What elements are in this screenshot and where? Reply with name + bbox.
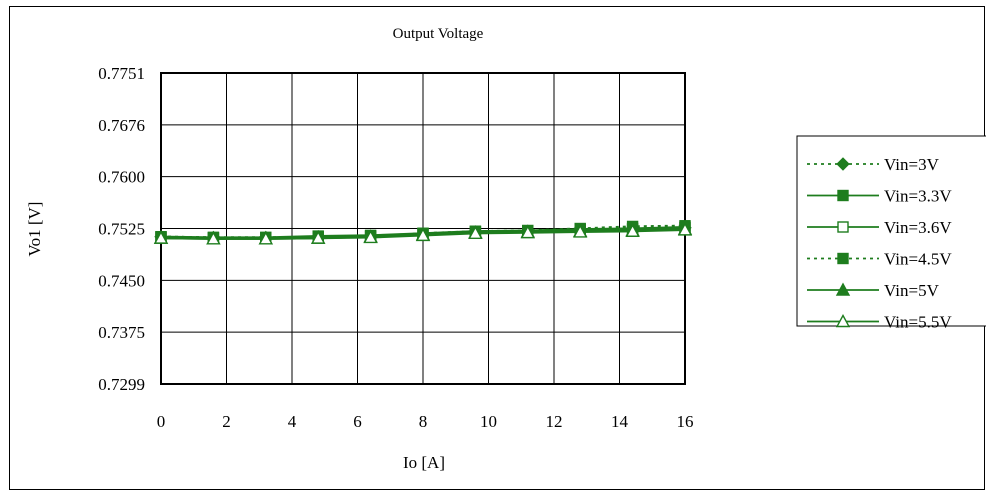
legend-item: Vin=3.6V	[807, 218, 952, 237]
x-tick-label: 16	[677, 412, 694, 431]
y-tick-label: 0.7676	[98, 116, 145, 135]
legend-marker	[837, 252, 849, 265]
legend-label: Vin=5.5V	[884, 313, 952, 332]
legend-label: Vin=5V	[884, 281, 940, 300]
y-tick-label: 0.7450	[98, 271, 145, 290]
y-tick-labels: 0.7751 0.7676 0.7600 0.7525 0.7450 0.7375 0.72…	[98, 64, 145, 394]
grid	[161, 73, 685, 384]
data-point	[677, 222, 693, 236]
data-point	[153, 230, 169, 244]
legend: Vin=3V Vin=3.3V Vin=3.6V Vin=4.5V Vin=5V Vin=…	[796, 135, 986, 332]
series-6	[153, 222, 693, 245]
legend-label: Vin=4.5V	[884, 250, 952, 269]
series-line	[160, 224, 686, 239]
series-lines	[153, 220, 693, 245]
legend-label: Vin=3.6V	[884, 218, 952, 237]
data-point	[258, 231, 273, 245]
x-tick-label: 12	[546, 412, 563, 431]
data-point	[520, 225, 535, 239]
x-tick-label: 0	[157, 412, 166, 431]
x-tick-label: 4	[288, 412, 297, 431]
data-point	[206, 231, 221, 245]
legend-item: Vin=3.3V	[807, 187, 952, 206]
y-tick-label: 0.7600	[98, 168, 145, 187]
output-voltage-chart: Output Voltage 0.77510.76760.76000.75250…	[25, 26, 986, 472]
legend-item: Vin=3V	[807, 155, 940, 174]
y-tick-label: 0.7751	[98, 64, 145, 83]
legend-marker	[836, 157, 850, 171]
data-point	[363, 229, 378, 244]
x-tick-label: 8	[419, 412, 428, 431]
data-point	[415, 227, 431, 242]
chart-frame: Output Voltage 0.7751 0.7676 0.7600 0.7525 0…	[9, 6, 986, 490]
y-tick-label: 0.7375	[98, 323, 145, 342]
y-tick-label: 0.7299	[98, 375, 145, 394]
data-point	[311, 230, 326, 244]
x-tick-label: 14	[611, 412, 629, 431]
legend-marker	[835, 282, 851, 296]
data-point	[468, 225, 483, 240]
y-tick-label: 0.7525	[98, 220, 145, 239]
legend-item: Vin=5V	[807, 281, 940, 300]
legend-box	[796, 135, 986, 327]
data-point	[625, 223, 640, 237]
legend-marker	[835, 314, 851, 328]
x-tick-labels: 0 2 4 6 8 10 12 14 16	[157, 412, 694, 431]
legend-item: Vin=4.5V	[807, 250, 952, 269]
x-axis-label: Io [A]	[403, 453, 445, 472]
legend-item: Vin=5.5V	[807, 313, 952, 332]
legend-label: Vin=3V	[884, 155, 940, 174]
legend-label: Vin=3.3V	[884, 187, 952, 206]
legend-marker	[837, 189, 849, 202]
x-tick-label: 2	[222, 412, 231, 431]
y-axis-label: Vo1 [V]	[25, 202, 44, 257]
legend-marker	[837, 221, 849, 233]
x-tick-label: 6	[353, 412, 362, 431]
x-tick-label: 10	[480, 412, 497, 431]
data-point	[573, 224, 588, 238]
chart-title: Output Voltage	[393, 26, 484, 42]
